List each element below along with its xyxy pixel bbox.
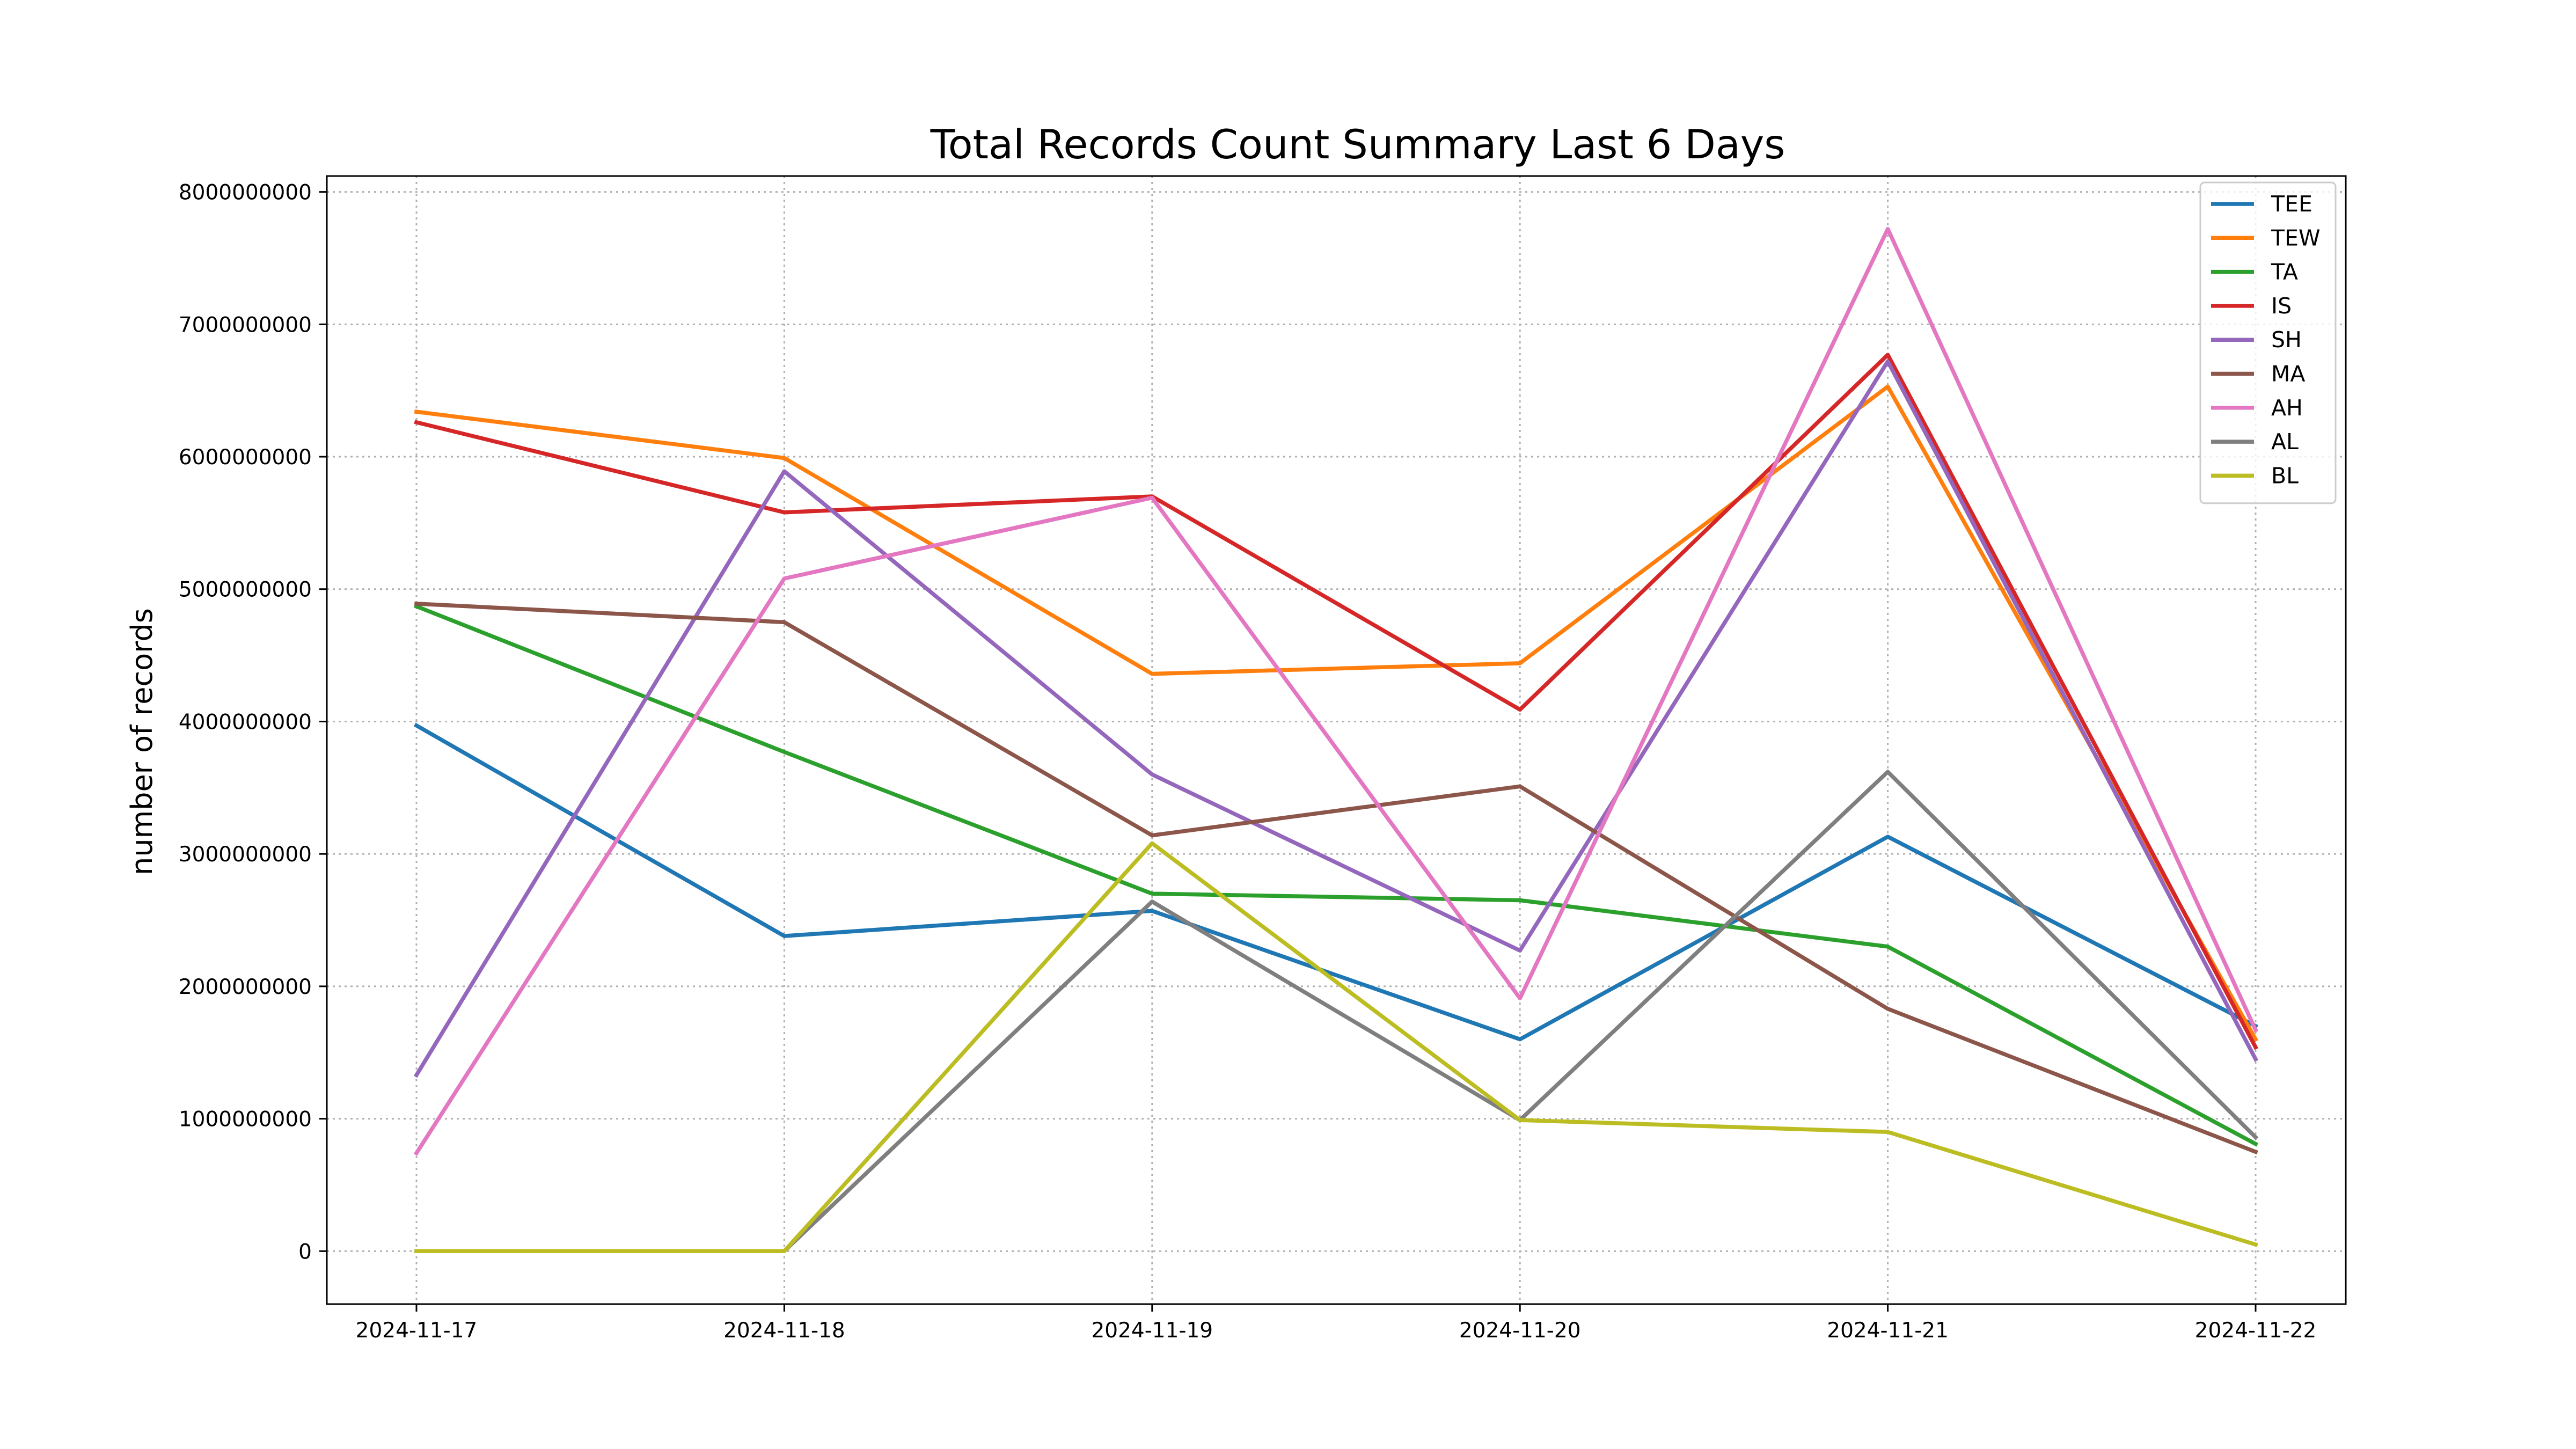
- series-layer: [413, 226, 2259, 1254]
- y-tick-label: 5000000000: [179, 578, 312, 602]
- series-line-bl: [414, 841, 2258, 1254]
- y-axis-label: number of records: [125, 608, 159, 875]
- series-line-tew: [414, 384, 2259, 1042]
- legend-label: IS: [2271, 293, 2292, 319]
- plot-area-frame: [326, 175, 2347, 1305]
- x-tick-label: 2024-11-22: [2195, 1319, 2317, 1343]
- x-tick-label: 2024-11-21: [1827, 1319, 1949, 1343]
- legend-label: BL: [2271, 463, 2299, 488]
- legend-label: MA: [2271, 361, 2305, 387]
- legend-label: TEW: [2271, 225, 2321, 251]
- legend-label: TA: [2271, 259, 2298, 285]
- series-line-tee: [413, 722, 2259, 1042]
- x-tick-label: 2024-11-18: [723, 1319, 845, 1343]
- x-tick-label: 2024-11-20: [1459, 1319, 1581, 1343]
- legend-box: [2199, 181, 2337, 504]
- series-line-is: [414, 353, 2259, 1050]
- y-tick-label: 2000000000: [179, 975, 312, 999]
- legend-label: AL: [2271, 429, 2299, 455]
- x-tick-label: 2024-11-17: [356, 1319, 478, 1343]
- chart-title: Total Records Count Summary Last 6 Days: [930, 121, 1785, 168]
- x-tick-label: 2024-11-19: [1091, 1319, 1213, 1343]
- tick-layer: 0 1000000000 2000000000 3000000000 400000000…: [179, 181, 2316, 1343]
- y-tick-label: 7000000000: [179, 313, 312, 337]
- legend: TEE TEW TA IS SH MA AH AL BL: [2199, 181, 2337, 504]
- series-line-sh: [413, 359, 2259, 1078]
- legend-label: TEE: [2271, 191, 2312, 217]
- y-tick-label: 6000000000: [179, 445, 312, 470]
- y-tick-label: 0: [298, 1240, 312, 1264]
- y-tick-label: 1000000000: [179, 1108, 312, 1132]
- series-line-ah: [413, 226, 2258, 1156]
- legend-label: SH: [2271, 327, 2302, 353]
- y-tick-label: 3000000000: [179, 843, 312, 867]
- series-line-ta: [414, 603, 2259, 1147]
- legend-label: AH: [2271, 395, 2303, 421]
- grid-layer: [327, 176, 2346, 1304]
- y-tick-label: 8000000000: [179, 181, 312, 205]
- series-line-ma: [414, 601, 2258, 1155]
- y-tick-label: 4000000000: [179, 710, 312, 734]
